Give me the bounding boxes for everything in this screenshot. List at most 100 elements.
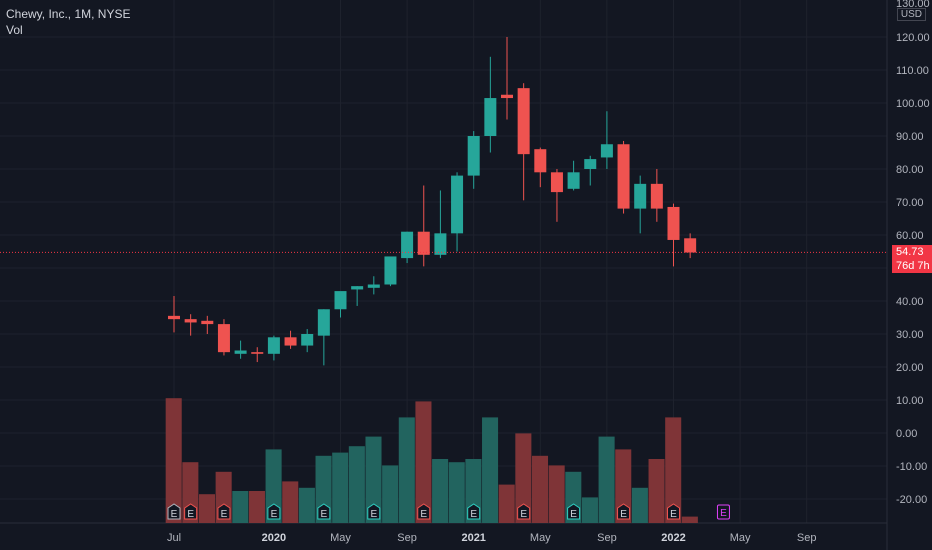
candle-body[interactable] <box>367 284 380 288</box>
candle-body[interactable] <box>451 175 464 234</box>
volume-bar <box>548 465 565 523</box>
candle-body[interactable] <box>351 286 364 290</box>
volume-bar <box>515 433 532 523</box>
candle-body[interactable] <box>617 144 630 209</box>
price-tick-label: 30.00 <box>896 329 924 341</box>
volume-bar <box>232 491 249 523</box>
volume-bar <box>498 484 515 523</box>
earnings-marker[interactable] <box>267 503 281 520</box>
volume-bar <box>531 455 549 523</box>
earnings-marker[interactable] <box>667 503 680 520</box>
earnings-marker-letter: E <box>370 509 377 520</box>
candle-body[interactable] <box>634 183 647 209</box>
candle-body[interactable] <box>168 315 180 320</box>
candle-body[interactable] <box>600 144 613 158</box>
volume-bar <box>415 401 432 523</box>
time-tick-label: May <box>530 532 551 544</box>
candle-body[interactable] <box>301 334 314 346</box>
earnings-marker-letter: E <box>670 509 677 520</box>
price-tick-label: 60.00 <box>896 230 924 242</box>
volume-bar <box>398 417 415 523</box>
earnings-marker[interactable] <box>367 503 381 520</box>
earnings-marker-letter: E <box>520 509 527 520</box>
earnings-marker[interactable] <box>217 503 231 520</box>
volume-bar <box>198 494 216 523</box>
candle-body[interactable] <box>517 88 530 155</box>
earnings-marker-letter: E <box>271 509 278 520</box>
currency-label[interactable]: USD <box>896 8 926 21</box>
earnings-marker[interactable] <box>317 503 331 520</box>
volume-legend-label[interactable]: Vol <box>6 23 23 37</box>
candle-body[interactable] <box>334 291 347 310</box>
candle-body[interactable] <box>434 233 447 255</box>
candle-body[interactable] <box>267 337 280 354</box>
candle-body[interactable] <box>584 159 597 169</box>
countdown-tag: 76d 7h <box>892 259 932 274</box>
candle-body[interactable] <box>534 149 547 173</box>
volume-bar <box>382 465 399 523</box>
earnings-marker-letter: E <box>620 509 627 520</box>
earnings-marker[interactable] <box>617 503 631 520</box>
candle-body[interactable] <box>251 352 264 354</box>
volume-bar <box>165 398 182 523</box>
volume-bar <box>248 491 265 523</box>
price-tick-label: 70.00 <box>896 197 924 209</box>
candle-body[interactable] <box>184 319 197 323</box>
price-tick-label: 90.00 <box>896 131 924 143</box>
candle-body[interactable] <box>217 324 230 353</box>
volume-bar <box>282 481 299 523</box>
time-tick-label: Sep <box>797 532 817 544</box>
earnings-marker[interactable] <box>467 503 481 520</box>
price-tick-label: 0.00 <box>896 428 917 440</box>
time-tick-label: 2020 <box>262 532 286 544</box>
earnings-marker-letter: E <box>321 509 328 520</box>
earnings-marker-letter: E <box>171 509 178 520</box>
earnings-marker[interactable] <box>517 503 531 520</box>
candle-body[interactable] <box>234 350 247 354</box>
candle-body[interactable] <box>201 320 214 325</box>
volume-bar <box>482 417 499 523</box>
last-price-tag: 54.73 <box>892 245 932 260</box>
volume-bar <box>365 436 382 523</box>
earnings-marker[interactable] <box>167 503 181 520</box>
volume-bar <box>681 516 698 523</box>
earnings-marker-upcoming[interactable] <box>716 504 730 520</box>
earnings-marker-letter: E <box>420 509 427 520</box>
symbol-title[interactable]: Chewy, Inc., 1M, NYSE <box>6 7 131 21</box>
candle-body[interactable] <box>467 136 480 176</box>
candle-body[interactable] <box>550 172 563 193</box>
candle-body[interactable] <box>401 231 414 259</box>
candle-body[interactable] <box>284 337 297 346</box>
volume-bar <box>615 449 632 523</box>
time-tick-label: May <box>730 532 751 544</box>
candle-body[interactable] <box>384 256 397 285</box>
price-tick-label-top: 130.00 <box>896 0 930 10</box>
earnings-marker-letter: E <box>720 508 727 519</box>
volume-bar <box>432 459 449 523</box>
price-tick-label: 20.00 <box>896 362 924 374</box>
earnings-marker-letter: E <box>470 509 477 520</box>
candle-body[interactable] <box>650 183 663 209</box>
candle-body[interactable] <box>484 98 497 136</box>
volume-bar <box>265 449 282 523</box>
earnings-marker[interactable] <box>567 503 581 520</box>
volume-bar <box>648 459 665 523</box>
time-tick-label: 2022 <box>661 532 685 544</box>
candle-body[interactable] <box>667 206 680 240</box>
price-tick-label: 100.00 <box>896 98 930 110</box>
price-tick-label: -10.00 <box>896 461 927 473</box>
candle-body[interactable] <box>684 238 697 253</box>
candle-body[interactable] <box>417 231 430 255</box>
time-tick-label: Sep <box>397 532 417 544</box>
earnings-marker[interactable] <box>417 503 431 520</box>
time-tick-label: 2021 <box>461 532 485 544</box>
price-tick-label: 80.00 <box>896 164 924 176</box>
price-tick-label: 10.00 <box>896 395 924 407</box>
candle-body[interactable] <box>501 94 513 99</box>
earnings-marker[interactable] <box>184 503 198 520</box>
price-tick-label: 40.00 <box>896 296 924 308</box>
candle-body[interactable] <box>317 309 330 336</box>
candle-body[interactable] <box>567 172 580 189</box>
